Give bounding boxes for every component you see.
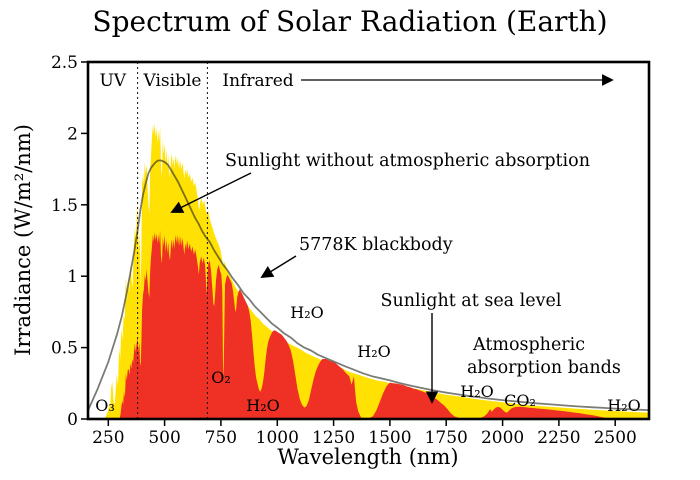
molecule-label-4: H₂O xyxy=(357,342,390,361)
y-tick-label: 0.5 xyxy=(51,339,78,359)
molecule-label-1: O₂ xyxy=(211,368,231,387)
y-axis-title: Irradiance (W/m²/nm) xyxy=(11,124,35,356)
molecule-label-7: H₂O xyxy=(607,396,640,415)
annotation-blackbody: 5778K blackbody xyxy=(299,235,453,255)
x-tick-label: 1000 xyxy=(256,428,299,448)
annotation-absorption-2: absorption bands xyxy=(467,358,621,378)
annotation-absorption-1: Atmospheric xyxy=(472,335,585,355)
molecule-label-3: H₂O xyxy=(290,303,323,322)
annotation-arrow-blackbody xyxy=(260,255,297,278)
x-tick-label: 750 xyxy=(205,428,237,448)
region-label-infrared: Infrared xyxy=(222,71,293,91)
x-tick-label: 1250 xyxy=(312,428,355,448)
y-tick-label: 1 xyxy=(67,267,78,287)
molecule-label-5: H₂O xyxy=(460,382,493,401)
annotation-toa: Sunlight without atmospheric absorption xyxy=(225,151,590,171)
annotation-arrow-toa xyxy=(170,172,252,213)
x-tick-label: 2500 xyxy=(594,428,637,448)
x-tick-label: 500 xyxy=(148,428,180,448)
y-tick-label: 0 xyxy=(67,410,78,430)
y-tick-label: 2.5 xyxy=(51,53,78,73)
y-tick-label: 1.5 xyxy=(51,196,78,216)
x-axis-title: Wavelength (nm) xyxy=(277,445,458,469)
blackbody-curve xyxy=(87,159,650,411)
y-tick-label: 2 xyxy=(67,124,78,144)
chart-title: Spectrum of Solar Radiation (Earth) xyxy=(92,5,608,38)
molecule-label-2: H₂O xyxy=(246,396,279,415)
sea-level-area xyxy=(119,230,649,419)
annotation-sea-level: Sunlight at sea level xyxy=(381,291,562,311)
x-tick-label: 250 xyxy=(92,428,124,448)
region-label-visible: Visible xyxy=(143,71,202,91)
molecule-label-0: O₃ xyxy=(95,396,115,415)
x-tick-label: 1500 xyxy=(368,428,411,448)
x-tick-label: 2250 xyxy=(537,428,580,448)
x-tick-label: 2000 xyxy=(481,428,524,448)
molecule-label-6: CO₂ xyxy=(504,391,536,410)
plot-border xyxy=(86,60,651,421)
x-tick-label: 1750 xyxy=(425,428,468,448)
region-label-uv: UV xyxy=(99,71,126,91)
